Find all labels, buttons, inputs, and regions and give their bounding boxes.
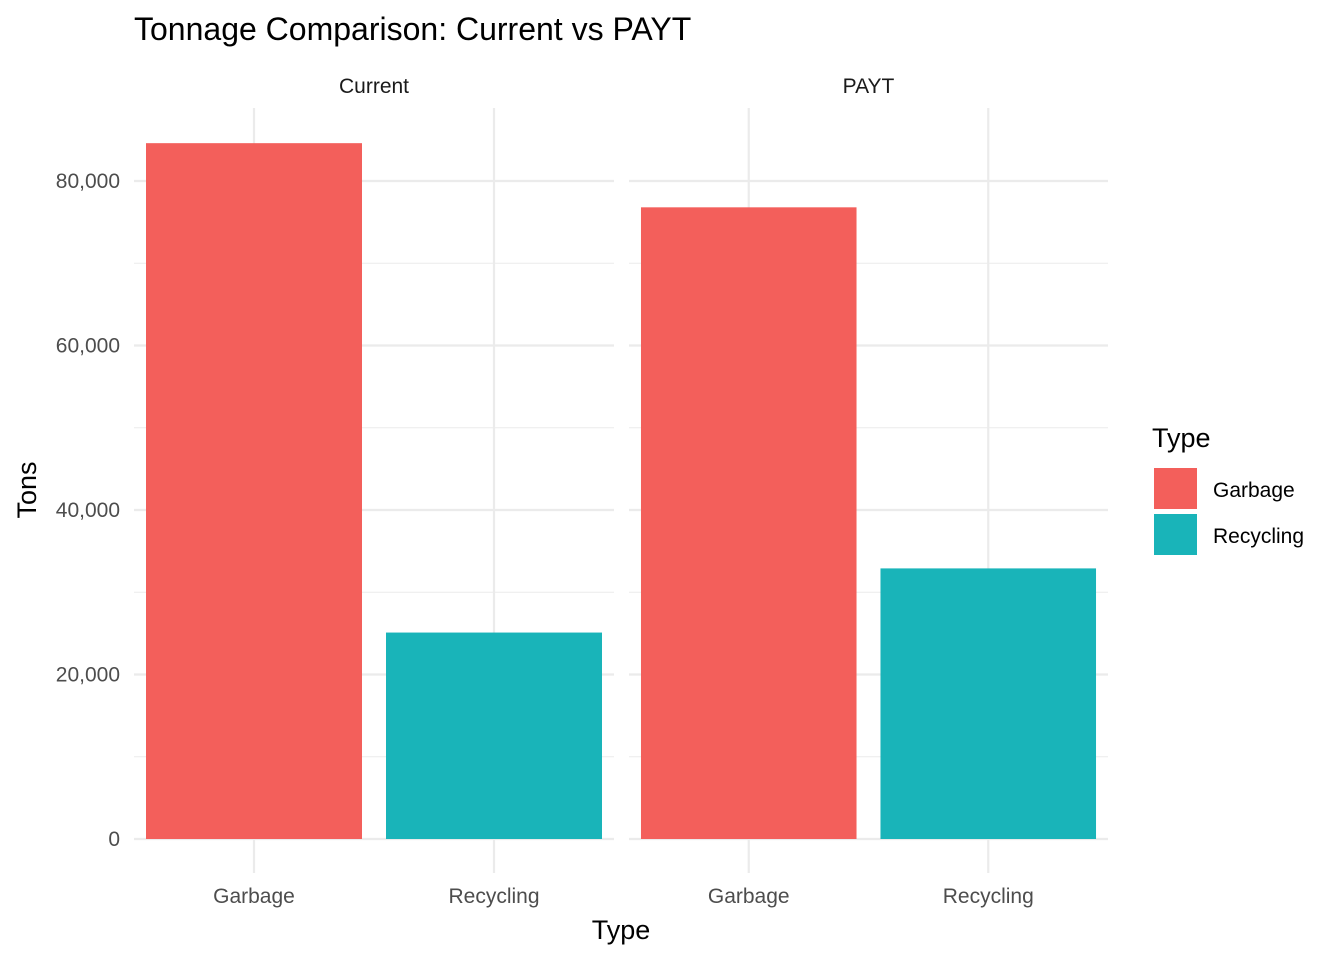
- legend: Type Garbage Recycling: [1152, 423, 1304, 555]
- legend-label-recycling: Recycling: [1213, 525, 1304, 548]
- x-tick-label: Recycling: [448, 885, 539, 908]
- x-tick-label: Garbage: [213, 885, 295, 908]
- legend-label-garbage: Garbage: [1213, 479, 1295, 502]
- y-tick-label: 60,000: [56, 335, 120, 358]
- bar-payt-recycling: [880, 568, 1097, 839]
- legend-title: Type: [1152, 423, 1211, 453]
- x-axis-title: Type: [592, 915, 651, 945]
- legend-key-recycling: [1154, 514, 1197, 555]
- facet-panel-current: Garbage Recycling Current: [134, 75, 614, 908]
- x-tick-label: Garbage: [708, 885, 790, 908]
- y-axis-ticks: 0 20,000 40,000 60,000 80,000: [56, 170, 120, 851]
- facet-strip-label: Current: [339, 75, 409, 98]
- legend-key-garbage: [1154, 468, 1197, 509]
- y-tick-label: 80,000: [56, 170, 120, 193]
- facet-panel-payt: Garbage Recycling PAYT: [629, 75, 1108, 908]
- facet-strip-label: PAYT: [843, 75, 895, 98]
- y-axis-title: Tons: [12, 461, 42, 518]
- y-tick-label: 40,000: [56, 499, 120, 522]
- y-tick-label: 0: [108, 828, 120, 851]
- x-tick-label: Recycling: [943, 885, 1034, 908]
- y-tick-label: 20,000: [56, 664, 120, 687]
- facet-panels: Garbage Recycling Current Garbage Recycling P…: [134, 75, 1108, 908]
- chart-title: Tonnage Comparison: Current vs PAYT: [134, 11, 691, 47]
- bar-payt-garbage: [640, 207, 857, 839]
- bar-current-garbage: [146, 143, 362, 840]
- bar-current-recycling: [386, 632, 602, 839]
